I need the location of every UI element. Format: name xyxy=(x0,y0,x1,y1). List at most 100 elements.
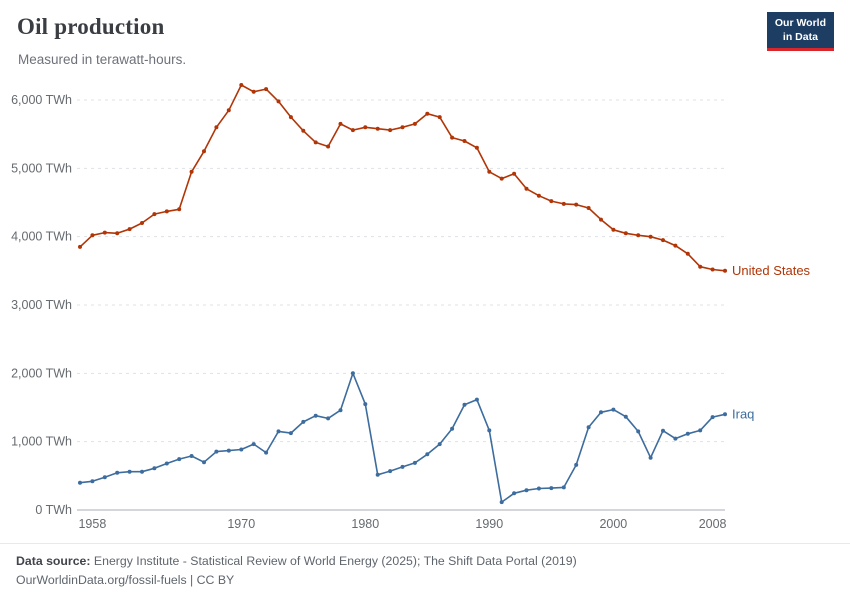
united-states-point xyxy=(648,234,653,239)
united-states-point xyxy=(140,221,144,225)
united-states-point xyxy=(276,99,281,104)
iraq-point xyxy=(673,436,678,441)
x-tick-label: 1990 xyxy=(475,517,503,531)
united-states-point xyxy=(524,186,529,191)
y-tick-label: 6,000 TWh xyxy=(11,93,72,107)
iraq-point xyxy=(338,408,343,413)
iraq-point xyxy=(412,460,417,465)
iraq-point xyxy=(400,464,405,469)
iraq-point xyxy=(177,457,182,462)
united-states-point xyxy=(338,121,343,126)
iraq-point xyxy=(462,402,467,407)
iraq-point xyxy=(536,486,541,491)
x-tick-label: 1980 xyxy=(351,517,379,531)
iraq-point xyxy=(710,415,715,420)
iraq-point xyxy=(152,466,157,471)
iraq-point xyxy=(661,428,665,433)
y-tick-label: 4,000 TWh xyxy=(11,230,72,244)
iraq-line[interactable] xyxy=(79,372,726,503)
iraq-point xyxy=(350,371,355,376)
iraq-point xyxy=(226,448,231,453)
data-source-line: Data source: Energy Institute - Statisti… xyxy=(16,552,834,571)
iraq-point xyxy=(78,480,82,485)
iraq-point xyxy=(698,428,703,433)
united-states-point xyxy=(177,207,182,212)
iraq-point xyxy=(611,407,616,412)
united-states-point xyxy=(264,87,269,92)
united-states-point xyxy=(78,244,82,249)
united-states-point xyxy=(710,267,715,272)
united-states-point xyxy=(288,115,293,120)
iraq-point xyxy=(549,486,554,491)
iraq-point xyxy=(326,416,331,421)
united-states-point xyxy=(214,125,219,130)
united-states-point xyxy=(574,202,579,207)
license-line: OurWorldinData.org/fossil-fuels | CC BY xyxy=(16,571,834,590)
iraq-point xyxy=(140,469,144,474)
iraq-point xyxy=(115,470,120,475)
united-states-point xyxy=(425,111,430,116)
united-states-point xyxy=(437,115,442,120)
united-states-point xyxy=(599,217,603,222)
united-states-point xyxy=(313,140,318,145)
owid-link[interactable]: OurWorldinData.org/fossil-fuels | CC BY xyxy=(16,572,235,587)
iraq-point xyxy=(251,442,256,447)
iraq-point xyxy=(313,413,318,418)
united-states-point xyxy=(412,121,417,126)
iraq-point xyxy=(164,461,169,466)
iraq-point xyxy=(723,412,727,417)
iraq-point xyxy=(288,431,293,436)
owid-logo-line1: Our World xyxy=(774,17,826,29)
united-states-point xyxy=(400,125,405,130)
united-states-point xyxy=(673,243,678,248)
iraq-point xyxy=(388,469,393,474)
iraq-point xyxy=(437,442,442,447)
iraq-point xyxy=(512,491,517,496)
iraq-point xyxy=(574,462,579,467)
united-states-point xyxy=(251,89,256,94)
united-states-point xyxy=(499,176,504,181)
iraq-point xyxy=(363,402,368,407)
iraq-point xyxy=(375,472,380,477)
united-states-line[interactable] xyxy=(79,84,726,272)
iraq-point xyxy=(301,419,306,424)
iraq-point xyxy=(586,425,591,430)
iraq-point xyxy=(450,426,455,431)
united-states-label[interactable]: United States xyxy=(732,263,811,278)
iraq-point xyxy=(474,397,479,402)
united-states-point xyxy=(301,128,306,133)
iraq-point xyxy=(214,449,219,454)
united-states-point xyxy=(363,125,368,130)
chart-footer: Data source: Energy Institute - Statisti… xyxy=(0,542,850,600)
united-states-point xyxy=(152,212,157,217)
iraq-point xyxy=(264,450,269,455)
iraq-point xyxy=(487,428,492,433)
iraq-point xyxy=(524,488,529,493)
iraq-point xyxy=(636,429,641,434)
united-states-point xyxy=(115,231,120,236)
united-states-point xyxy=(226,108,231,113)
x-tick-label: 2000 xyxy=(599,517,627,531)
iraq-point xyxy=(623,414,628,419)
united-states-point xyxy=(487,169,492,174)
owid-logo[interactable]: Our World in Data xyxy=(766,12,834,52)
y-tick-label: 1,000 TWh xyxy=(11,435,72,449)
owid-logo-line2: in Data xyxy=(782,30,818,43)
line-chart[interactable]: 0 TWh 1,000 TWh 2,000 TWh 3,000 TWh 4,000 TW… xyxy=(0,80,850,540)
iraq-point xyxy=(127,469,132,474)
page-title: Oil production xyxy=(17,14,165,39)
iraq-point xyxy=(561,485,566,490)
chart-canvas[interactable]: 0 TWh 1,000 TWh 2,000 TWh 3,000 TWh 4,000 TW… xyxy=(0,80,850,540)
iraq-point xyxy=(202,460,206,465)
y-tick-label: 2,000 TWh xyxy=(11,366,72,380)
data-source-text: Energy Institute - Statistical Review of… xyxy=(90,553,577,568)
chart-subtitle: Measured in terawatt-hours. xyxy=(18,52,187,67)
iraq-point xyxy=(276,429,281,434)
united-states-point xyxy=(189,169,194,174)
united-states-point xyxy=(202,149,206,154)
x-tick-label: 2008 xyxy=(699,517,727,531)
x-tick-label: 1958 xyxy=(78,517,106,531)
iraq-point xyxy=(189,454,194,458)
iraq-label[interactable]: Iraq xyxy=(732,406,754,421)
y-tick-label: 0 TWh xyxy=(35,503,72,517)
